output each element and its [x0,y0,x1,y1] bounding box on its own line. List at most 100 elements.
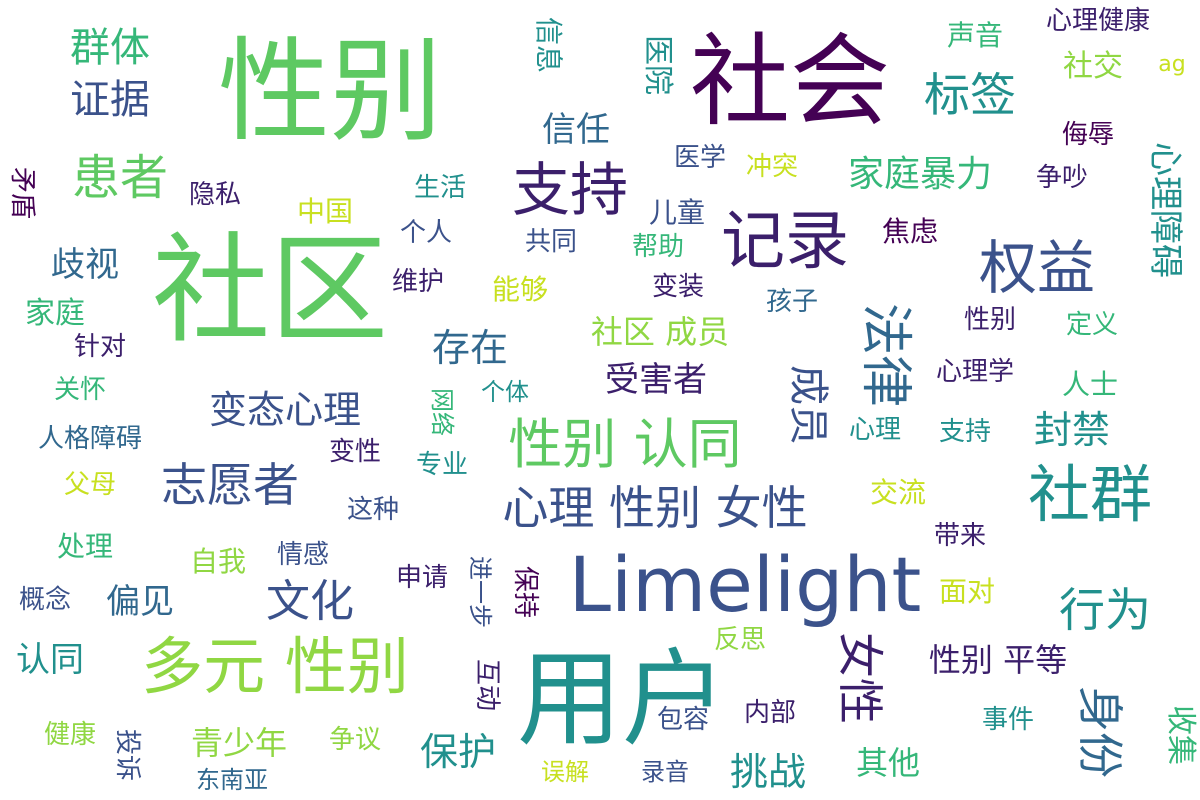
word: 矛盾 [7,166,37,220]
word: 处理 [56,530,114,563]
word: 家庭 [25,296,85,331]
word: 社区 [151,221,389,359]
word: 家庭暴力 [847,154,993,195]
word: ag [1158,52,1186,77]
word: 志愿者 [161,458,299,512]
word: 挑战 [729,750,807,794]
word: 法律 [855,302,915,408]
word: 投诉 [112,728,142,782]
word: Limelight [568,540,922,629]
word: 交流 [869,476,927,509]
word: 标签 [924,68,1016,122]
word: 争议 [328,725,382,755]
word: 互动 [472,658,502,712]
word: 文化 [266,576,354,627]
word: 社会 [690,23,890,140]
word: 包容 [656,705,710,735]
word: 人士 [1061,368,1119,401]
word: 信息 [532,16,565,74]
word: 封禁 [1033,408,1111,452]
word: 记录 [721,205,849,279]
word: 事件 [981,705,1035,735]
word: 专业 [415,450,469,480]
word: 儿童 [648,196,706,229]
word: 生活 [413,173,467,203]
word: 社区 成员 [590,313,730,351]
word: 医学 [673,143,727,173]
word: 歧视 [51,245,119,285]
word: 变装 [651,272,705,302]
word: 认同 [16,640,84,680]
word: 内部 [743,698,797,728]
word: 心理障碍 [1145,142,1185,278]
word: 东南亚 [196,766,268,794]
word: 信任 [542,110,610,150]
word: 成员 [785,365,831,445]
word: 心理 [848,415,902,445]
word: 患者 [71,150,169,206]
word: 申请 [395,563,449,593]
word: 中国 [296,195,354,228]
word: 性别 平等 [928,641,1068,679]
word: 焦虑 [881,215,939,248]
word: 群体 [70,25,150,71]
word: 心理学 [935,357,1015,387]
word: 针对 [73,332,127,362]
word: 存在 [431,326,509,370]
word: 个体 [481,378,529,406]
word: 隐私 [188,180,242,210]
word: 人格障碍 [37,424,143,454]
word: 用户 [516,638,728,761]
word: 维护 [391,267,445,297]
word: 保护 [419,730,497,774]
word: 身份 [1073,686,1127,778]
word: 父母 [63,470,117,500]
word: 孩子 [765,287,819,317]
word: 帮助 [631,232,685,262]
word: 性别 认同 [508,413,742,476]
word: 受害者 [605,360,707,400]
word: 带来 [933,521,987,551]
word: 支持 [938,417,992,447]
word: 其他 [855,744,921,782]
word: 冲突 [745,152,799,182]
word: 性别 [963,305,1017,335]
word: 概念 [18,585,72,615]
word: 证据 [70,77,150,123]
word: 社交 [1063,49,1123,84]
word: 多元 性别 [141,630,409,703]
word: 共同 [524,227,578,257]
word: 能够 [491,273,549,306]
word: 录音 [641,758,689,786]
word: 收集 [1163,705,1198,765]
word: 女性 [833,632,887,724]
word: 心理 性别 女性 [502,481,808,535]
word: 个人 [399,218,453,248]
word: 青少年 [190,724,288,762]
word: 行为 [1059,583,1151,637]
word: 误解 [541,758,589,786]
word: 支持 [511,156,629,224]
word: 情感 [276,540,330,570]
word: 关怀 [53,375,107,405]
word: 变性 [328,437,382,467]
word: 争吵 [1035,163,1089,193]
word: 面对 [938,575,996,608]
word: 保持 [510,565,540,619]
word: 性别 [218,27,442,157]
word: 反思 [713,625,767,655]
word: 心理健康 [1045,6,1151,36]
word: 侮辱 [1061,120,1115,150]
word: 偏见 [106,582,174,622]
word: 医院 [640,35,675,95]
word: 变态心理 [208,388,362,432]
word: 定义 [1065,310,1119,340]
word: 自我 [189,545,247,578]
word: 权益 [978,234,1096,302]
word: 网络 [428,388,456,436]
word: 进一步 [466,556,494,628]
word: 这种 [346,495,400,525]
word: 社群 [1027,458,1153,531]
word: 声音 [946,19,1004,52]
